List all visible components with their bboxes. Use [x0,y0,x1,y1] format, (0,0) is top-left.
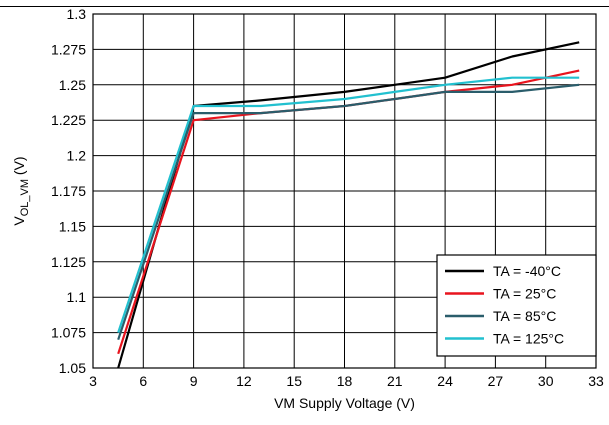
y-tick-label: 1.25 [59,77,86,93]
x-tick-label: 3 [89,373,97,389]
y-tick-label: 1.275 [51,41,86,57]
legend-label: TA = 125°C [493,331,564,347]
x-tick-label: 30 [538,373,554,389]
y-axis-title-subscript: OL_VM [19,179,31,216]
y-tick-label: 1.1 [67,289,87,305]
x-tick-label: 18 [337,373,353,389]
y-tick-label: 1.075 [51,325,86,341]
y-tick-label: 1.05 [59,360,86,376]
y-tick-labels: 1.05 1.075 1.1 1.125 1.15 1.175 1.2 1.225 1.25 1.… [51,6,86,376]
x-tick-labels: 3 6 9 12 15 18 21 24 27 30 33 [89,373,604,389]
x-tick-label: 33 [588,373,604,389]
series-line [117,76,580,333]
x-tick-label: 24 [437,373,453,389]
series-layer [117,41,580,369]
y-axis-title: VOL_VM (V) [11,156,31,225]
x-tick-label: 21 [387,373,403,389]
y-tick-label: 1.15 [59,218,86,234]
series-line [117,83,580,341]
x-tick-label: 9 [190,373,198,389]
y-tick-label: 1.225 [51,112,86,128]
x-tick-label: 12 [236,373,252,389]
x-axis-title: VM Supply Voltage (V) [274,395,415,411]
x-tick-label: 15 [286,373,302,389]
y-tick-label: 1.3 [67,6,87,22]
legend-label: TA = -40°C [493,263,561,279]
x-tick-label: 6 [139,373,147,389]
legend-label: TA = 85°C [493,308,556,324]
x-tick-label: 27 [488,373,504,389]
y-tick-label: 1.175 [51,183,86,199]
y-tick-label: 1.125 [51,254,86,270]
plot-frame [92,13,597,369]
y-axis-title-main: V [11,216,27,226]
y-tick-label: 1.2 [67,148,87,164]
legend: TA = -40°C TA = 25°C TA = 85°C TA = 125°C [436,254,597,357]
legend-label: TA = 25°C [493,286,556,302]
y-axis-title-unit: (V) [11,156,27,179]
